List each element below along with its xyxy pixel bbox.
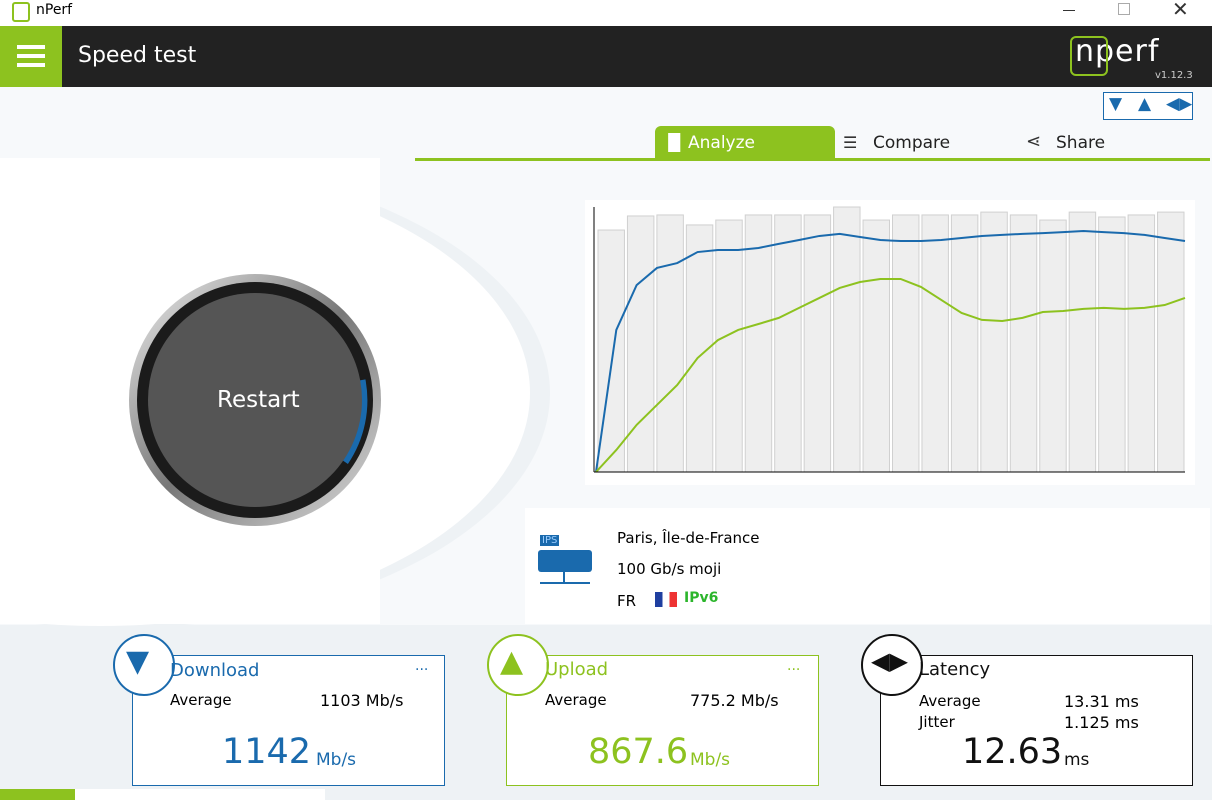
server-country: FR bbox=[617, 592, 637, 610]
tab-label[interactable]: Compare bbox=[873, 133, 951, 153]
dial bbox=[129, 274, 381, 526]
server-panel bbox=[525, 508, 1210, 624]
speed-value: 1142 bbox=[222, 732, 312, 772]
server-badge: IPS bbox=[540, 535, 560, 546]
average-label: Average bbox=[545, 691, 607, 709]
dial-face[interactable] bbox=[148, 293, 362, 507]
bar bbox=[774, 214, 802, 473]
download-card bbox=[132, 655, 445, 786]
maximize-button[interactable] bbox=[1118, 3, 1130, 15]
average-value: 775.2 Mb/s bbox=[690, 691, 779, 710]
bar bbox=[892, 214, 920, 473]
average-value: 1103 Mb/s bbox=[320, 691, 404, 710]
dial-progress bbox=[342, 379, 368, 464]
server-name: 100 Gb/s moji bbox=[617, 560, 722, 578]
upload-icon: ▲ bbox=[487, 634, 549, 696]
title-bar bbox=[0, 0, 1212, 26]
expand[interactable]: ◀▶ bbox=[1166, 94, 1193, 114]
header-title: Speed test bbox=[78, 43, 197, 68]
bar bbox=[1157, 211, 1185, 473]
speed-line bbox=[595, 230, 1186, 473]
server-icon-base bbox=[540, 582, 590, 584]
bar bbox=[1127, 214, 1156, 473]
minimize-button[interactable] bbox=[1063, 10, 1075, 11]
restart-button[interactable]: Restart bbox=[217, 387, 300, 413]
tab-label[interactable]: Share bbox=[1056, 133, 1106, 153]
latency-card bbox=[880, 655, 1193, 786]
speed-line bbox=[595, 277, 1186, 473]
logo: nperf bbox=[1075, 34, 1160, 69]
footer-bar bbox=[75, 789, 325, 800]
bar bbox=[1009, 214, 1038, 473]
app-icon bbox=[12, 2, 30, 22]
bar bbox=[980, 211, 1008, 473]
more-button[interactable]: ... bbox=[787, 658, 801, 674]
upload-card bbox=[506, 655, 819, 786]
bar bbox=[744, 214, 773, 473]
collapse-down[interactable]: ▼ bbox=[1109, 94, 1123, 114]
bar bbox=[862, 219, 890, 473]
bar bbox=[950, 214, 979, 473]
card-title: Upload bbox=[545, 659, 609, 680]
bar bbox=[803, 214, 832, 473]
bar bbox=[715, 219, 743, 473]
latency-icon: ◀▶ bbox=[861, 634, 923, 696]
jitter-value: 1.125 ms bbox=[1064, 713, 1139, 732]
tab-underline bbox=[415, 158, 1210, 161]
flag bbox=[655, 592, 677, 607]
tab-icon: ☰ bbox=[843, 133, 858, 152]
speed-unit: Mb/s bbox=[690, 750, 731, 770]
bar bbox=[1098, 216, 1126, 473]
server-icon-link bbox=[563, 572, 565, 582]
bar bbox=[656, 214, 684, 473]
download-icon: ▼ bbox=[113, 634, 175, 696]
tab-icon: ▐▌ bbox=[662, 133, 687, 152]
window-title: nPerf bbox=[36, 2, 73, 18]
header bbox=[0, 26, 1212, 87]
logo-frame bbox=[1070, 36, 1108, 76]
server-location: Paris, Île-de-France bbox=[617, 529, 760, 547]
ip-version: IPv6 bbox=[684, 590, 719, 606]
speed-chart bbox=[585, 200, 1195, 485]
bar bbox=[833, 206, 861, 473]
bar bbox=[626, 215, 655, 473]
bar bbox=[1068, 211, 1097, 473]
server-icon bbox=[538, 550, 592, 572]
bar bbox=[1039, 219, 1067, 473]
average-label: Average bbox=[170, 691, 232, 709]
view-buttons: ▼ ▲ ◀▶ bbox=[1103, 92, 1193, 120]
tab-label[interactable]: Analyze bbox=[688, 133, 755, 153]
collapse-up[interactable]: ▲ bbox=[1138, 94, 1152, 114]
tab-analyze[interactable] bbox=[655, 126, 835, 159]
more-button[interactable]: ... bbox=[415, 658, 429, 674]
speed-unit: Mb/s bbox=[316, 750, 357, 770]
latency-value: 12.63 bbox=[962, 732, 1063, 772]
footer-tab[interactable] bbox=[0, 789, 75, 800]
speed-value: 867.6 bbox=[588, 732, 689, 772]
jitter-label: Jitter bbox=[919, 713, 955, 731]
close-button[interactable]: ✕ bbox=[1172, 0, 1189, 21]
tab-icon: ⋖ bbox=[1026, 131, 1042, 152]
menu-button[interactable] bbox=[0, 26, 62, 87]
average-label: Average bbox=[919, 692, 981, 710]
version: v1.12.3 bbox=[1155, 70, 1193, 81]
latency-unit: ms bbox=[1064, 750, 1090, 770]
bar bbox=[921, 214, 949, 473]
average-value: 13.31 ms bbox=[1064, 692, 1139, 711]
card-title: Latency bbox=[919, 659, 991, 680]
card-title: Download bbox=[170, 660, 260, 681]
